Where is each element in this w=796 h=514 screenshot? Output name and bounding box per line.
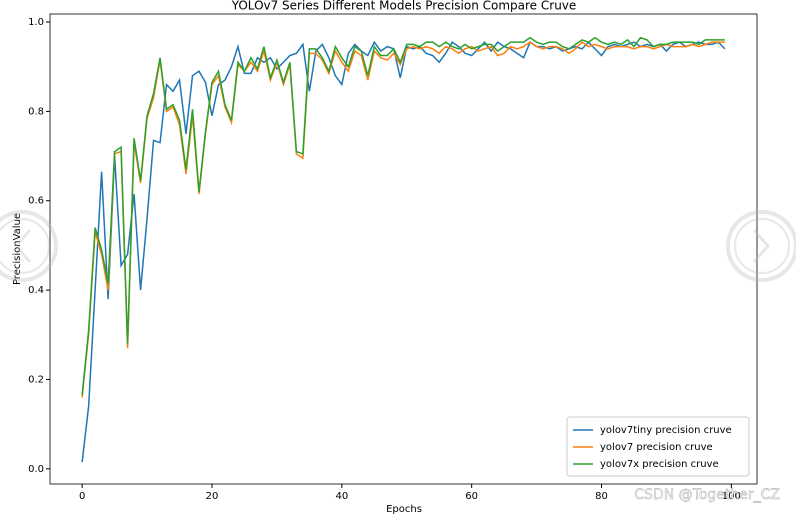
x-tick-label: 60 xyxy=(465,491,478,502)
y-axis-label: PrecisionValue xyxy=(12,213,23,285)
prev-arrow[interactable] xyxy=(0,210,58,282)
series-line xyxy=(81,41,725,398)
y-tick-label: 0.0 xyxy=(28,464,44,475)
legend-label: yolov7tiny precision cruve xyxy=(600,425,732,436)
legend: yolov7tiny precision cruve yolov7 precisi… xyxy=(566,416,750,477)
x-tick-label: 100 xyxy=(722,491,741,502)
series-line xyxy=(81,36,725,396)
plot-frame xyxy=(49,13,758,485)
next-arrow[interactable] xyxy=(726,210,796,282)
x-axis-label: Epochs xyxy=(386,504,422,514)
x-tick-label: 80 xyxy=(595,491,608,502)
legend-label: yolov7x precision cruve xyxy=(600,459,719,470)
y-tick-label: 0.2 xyxy=(28,374,44,385)
y-tick-label: 0.4 xyxy=(28,285,44,296)
x-tick-label: 20 xyxy=(206,491,219,502)
chart-title: YOLOv7 Series Different Models Precision… xyxy=(231,0,577,13)
x-tick-label: 40 xyxy=(335,491,348,502)
series-line xyxy=(81,40,726,463)
y-tick-label: 0.8 xyxy=(28,106,44,117)
legend-label: yolov7 precision cruve xyxy=(600,442,713,453)
y-tick-label: 1.0 xyxy=(28,17,44,28)
x-tick-label: 0 xyxy=(79,491,85,502)
watermark: CSDN @Together_CZ xyxy=(634,487,780,503)
y-tick-label: 0.6 xyxy=(28,196,44,207)
plot-area: 0 20 40 60 80 100 0.0 0.2 0.4 0.6 0.8 1.0 yolov7tiny… xyxy=(28,13,758,502)
legend-box xyxy=(566,416,750,477)
